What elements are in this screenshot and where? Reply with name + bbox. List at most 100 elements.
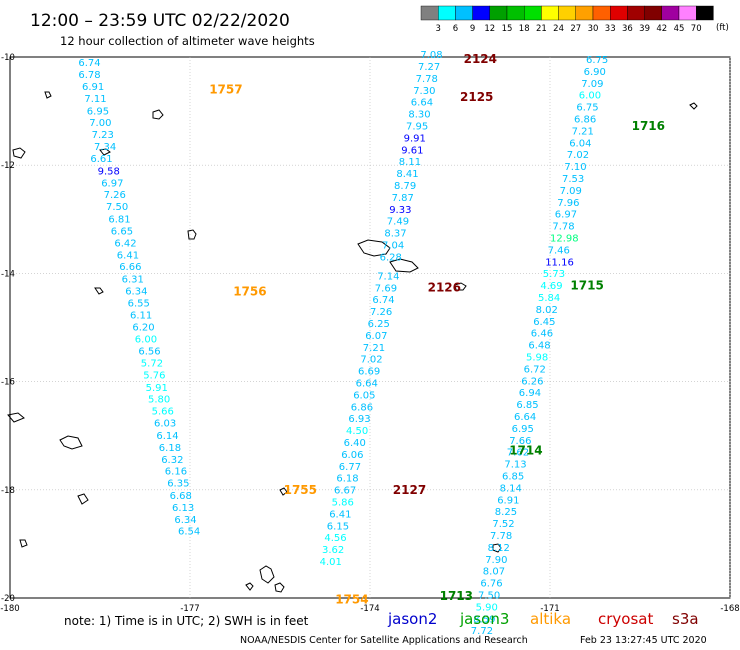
swh-value: 6.03	[154, 419, 176, 430]
swh-value: 6.61	[90, 154, 112, 165]
swh-value: 6.20	[132, 323, 154, 334]
graticule	[10, 57, 731, 598]
swh-value: 6.76	[480, 579, 502, 590]
swh-value: 6.16	[165, 467, 187, 478]
swh-value: 6.74	[78, 58, 100, 69]
swh-value: 7.50	[478, 591, 500, 602]
swh-value: 6.90	[584, 67, 606, 78]
swh-value: 6.97	[101, 178, 123, 189]
scale-swatch	[541, 5, 559, 21]
island-outline	[259, 565, 275, 584]
swh-value: 7.13	[504, 460, 526, 471]
swh-value: 6.04	[569, 138, 591, 149]
scale-swatch	[438, 5, 456, 21]
swh-value: 6.18	[159, 443, 181, 454]
island-outline	[279, 487, 288, 496]
pass-number: 1714	[509, 443, 542, 457]
swh-value: 6.75	[576, 103, 598, 114]
swh-value: 8.07	[483, 567, 505, 578]
swh-value: 6.28	[380, 252, 402, 263]
scale-swatch	[420, 5, 439, 21]
island-outline	[689, 102, 698, 110]
swh-value: 6.65	[111, 226, 133, 237]
swh-value: 5.76	[143, 370, 165, 381]
island-outline	[245, 582, 254, 591]
swh-value: 7.14	[377, 271, 399, 282]
swh-value: 6.91	[82, 82, 104, 93]
mission-name: jason2	[387, 610, 437, 628]
scale-label: 70	[691, 24, 702, 34]
island-outline	[44, 91, 52, 99]
swh-value: 7.49	[387, 217, 409, 228]
swh-value: 7.02	[567, 150, 589, 161]
swh-value: 7.87	[392, 193, 414, 204]
swh-value: 6.45	[533, 317, 555, 328]
swh-value: 5.73	[543, 269, 565, 280]
swh-value: 6.18	[336, 474, 358, 485]
swh-value: 6.67	[334, 486, 356, 497]
scale-swatch	[678, 5, 697, 21]
scale-swatch	[575, 5, 594, 21]
swh-value: 7.62	[507, 448, 529, 459]
pass-number: 2127	[393, 483, 426, 497]
swh-value: 6.32	[161, 455, 183, 466]
swh-value: 5.90	[476, 602, 498, 613]
pass-number: 1716	[632, 119, 665, 133]
swh-value: 6.31	[122, 275, 144, 286]
pass-number: 2124	[464, 52, 497, 66]
swh-value: 6.93	[348, 414, 370, 425]
swh-value: 6.81	[108, 215, 130, 226]
swh-value: 6.64	[514, 412, 536, 423]
swh-value: 6.46	[531, 329, 553, 340]
mission-name: altika	[530, 610, 571, 628]
swh-value: 5.84	[538, 293, 560, 304]
island-outline	[389, 258, 419, 273]
swh-value: 6.07	[365, 331, 387, 342]
island-outline	[19, 539, 28, 548]
swh-value: 6.06	[341, 450, 363, 461]
swh-value: 6.05	[353, 390, 375, 401]
pass-number: 1755	[284, 483, 317, 497]
swh-value: 6.00	[579, 91, 601, 102]
longitude-label: -174	[360, 604, 379, 614]
swh-value: 7.96	[557, 198, 579, 209]
swh-value: 7.90	[485, 555, 507, 566]
swh-value: 4.01	[320, 557, 342, 568]
swh-value: 6.40	[344, 438, 366, 449]
scale-swatch	[489, 5, 508, 21]
scale-label: 9	[470, 24, 475, 34]
swh-value: 6.13	[172, 503, 194, 514]
scale-swatch	[455, 5, 473, 21]
pass-number: 2125	[460, 90, 493, 104]
swh-value: 5.98	[526, 353, 548, 364]
swh-value: 6.91	[497, 495, 519, 506]
swh-value: 5.66	[152, 407, 174, 418]
scale-label: 42	[656, 24, 667, 34]
swh-value: 7.72	[471, 626, 493, 637]
swh-value: 7.69	[375, 283, 397, 294]
scale-label: 33	[605, 24, 616, 34]
pass-number: 2126	[428, 280, 461, 294]
swh-value: 7.27	[418, 62, 440, 73]
swh-value: 6.85	[502, 472, 524, 483]
scale-label: 30	[588, 24, 599, 34]
swh-value: 7.52	[492, 519, 514, 530]
swh-value: 6.41	[329, 509, 351, 520]
scale-swatch	[610, 5, 628, 21]
scale-label: 27	[570, 24, 581, 34]
swh-value: 7.46	[548, 245, 570, 256]
swh-value: 7.34	[94, 142, 116, 153]
swh-value: 8.30	[408, 110, 430, 121]
swh-value: 6.66	[119, 262, 141, 273]
swh-value: 3.62	[322, 545, 344, 556]
pass-number: 1756	[233, 284, 266, 298]
mission-name: jason3	[459, 610, 509, 628]
swh-value: 7.95	[406, 121, 428, 132]
swh-value: 7.08	[420, 50, 442, 61]
swh-value: 8.02	[536, 305, 558, 316]
latitude-label: -12	[1, 161, 15, 171]
swh-value: 6.69	[358, 367, 380, 378]
scale-label: 3	[435, 24, 440, 34]
swh-value: 6.34	[125, 286, 147, 297]
